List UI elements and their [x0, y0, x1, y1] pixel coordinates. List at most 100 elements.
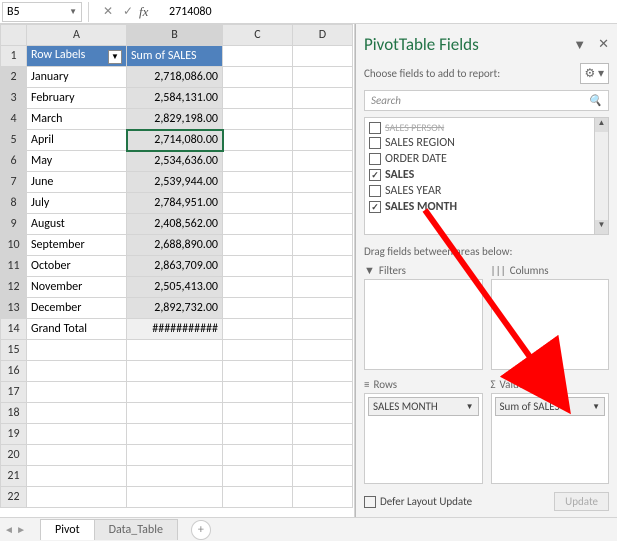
field-checkbox[interactable] [369, 169, 381, 181]
cell[interactable] [223, 151, 293, 172]
row-header[interactable]: 10 [1, 235, 27, 256]
cell[interactable] [27, 424, 127, 445]
field-checkbox[interactable] [369, 153, 381, 165]
cell[interactable] [293, 109, 353, 130]
field-search-input[interactable]: Search 🔍 [364, 90, 609, 111]
cell[interactable] [293, 403, 353, 424]
cell[interactable] [223, 130, 293, 151]
cell[interactable]: June [27, 172, 127, 193]
cell[interactable] [293, 298, 353, 319]
row-header[interactable]: 4 [1, 109, 27, 130]
cell[interactable]: 2,863,709.00 [127, 256, 223, 277]
scroll-down-icon[interactable]: ▼ [595, 220, 608, 234]
formula-value[interactable]: 2714080 [161, 5, 212, 19]
field-item[interactable]: SALES MONTH [367, 199, 606, 215]
cell[interactable] [293, 466, 353, 487]
col-header-A[interactable]: A [27, 25, 127, 46]
col-header-D[interactable]: D [293, 25, 353, 46]
cell[interactable]: Grand Total [27, 319, 127, 340]
rows-drop-zone[interactable]: SALES MONTH▼ [364, 393, 483, 484]
cell[interactable] [27, 403, 127, 424]
cell[interactable] [223, 277, 293, 298]
cell[interactable]: 2,539,944.00 [127, 172, 223, 193]
row-header[interactable]: 18 [1, 403, 27, 424]
cell[interactable] [127, 403, 223, 424]
area-field-item[interactable]: Sum of SALES▼ [495, 397, 606, 416]
row-header[interactable]: 11 [1, 256, 27, 277]
field-checkbox[interactable] [369, 201, 381, 213]
cell[interactable]: December [27, 298, 127, 319]
cell[interactable] [223, 88, 293, 109]
cell[interactable] [293, 319, 353, 340]
row-labels-dropdown-icon[interactable]: ▼ [108, 50, 122, 64]
cell[interactable] [293, 424, 353, 445]
field-item[interactable]: SALES PERSON [367, 120, 606, 135]
tab-nav-arrows[interactable]: ◄ ► [4, 523, 26, 536]
cell[interactable] [223, 214, 293, 235]
cell[interactable] [293, 361, 353, 382]
cell[interactable]: 2,688,890.00 [127, 235, 223, 256]
field-item[interactable]: SALES REGION [367, 135, 606, 151]
cell[interactable] [127, 340, 223, 361]
cell[interactable] [223, 172, 293, 193]
cell[interactable] [223, 382, 293, 403]
field-item[interactable]: ORDER DATE [367, 151, 606, 167]
cell[interactable]: 2,718,086.00 [127, 67, 223, 88]
cell[interactable]: January [27, 67, 127, 88]
cell[interactable] [223, 487, 293, 508]
cell[interactable] [223, 319, 293, 340]
cell[interactable]: ########### [127, 319, 223, 340]
cell[interactable]: February [27, 88, 127, 109]
cell[interactable]: October [27, 256, 127, 277]
cancel-formula-icon[interactable]: ✕ [99, 4, 117, 19]
row-header[interactable]: 15 [1, 340, 27, 361]
field-checkbox[interactable] [369, 122, 381, 134]
cell[interactable] [223, 46, 293, 67]
cell[interactable] [223, 445, 293, 466]
row-header[interactable]: 7 [1, 172, 27, 193]
cell[interactable] [293, 193, 353, 214]
cell[interactable]: August [27, 214, 127, 235]
cell[interactable]: 2,584,131.00 [127, 88, 223, 109]
cell[interactable]: September [27, 235, 127, 256]
field-item[interactable]: SALES YEAR [367, 183, 606, 199]
row-header[interactable]: 2 [1, 67, 27, 88]
pivot-values-header[interactable]: Sum of SALES [127, 46, 223, 67]
defer-checkbox[interactable] [364, 496, 376, 508]
row-header[interactable]: 14 [1, 319, 27, 340]
row-header[interactable]: 21 [1, 466, 27, 487]
cell[interactable] [127, 487, 223, 508]
cell[interactable] [27, 445, 127, 466]
values-drop-zone[interactable]: Sum of SALES▼ [491, 393, 610, 484]
cell[interactable] [293, 214, 353, 235]
cell[interactable] [293, 235, 353, 256]
cell[interactable] [293, 382, 353, 403]
cell[interactable] [293, 67, 353, 88]
cell[interactable] [293, 88, 353, 109]
cell[interactable] [223, 298, 293, 319]
cell[interactable] [223, 235, 293, 256]
row-header[interactable]: 16 [1, 361, 27, 382]
cell[interactable] [27, 340, 127, 361]
cell[interactable]: July [27, 193, 127, 214]
fx-icon[interactable]: fx [139, 4, 159, 20]
scroll-up-icon[interactable]: ▲ [595, 118, 608, 132]
cell[interactable] [223, 466, 293, 487]
cell[interactable]: November [27, 277, 127, 298]
col-header-C[interactable]: C [223, 25, 293, 46]
filters-drop-zone[interactable] [364, 279, 483, 370]
cell[interactable] [127, 445, 223, 466]
row-header[interactable]: 3 [1, 88, 27, 109]
col-header-B[interactable]: B [127, 25, 223, 46]
row-header[interactable]: 12 [1, 277, 27, 298]
field-checkbox[interactable] [369, 185, 381, 197]
row-header[interactable]: 17 [1, 382, 27, 403]
tab-data-table[interactable]: Data_Table [94, 519, 178, 540]
cell[interactable] [223, 361, 293, 382]
cell[interactable] [27, 361, 127, 382]
cell[interactable]: April [27, 130, 127, 151]
cell[interactable] [223, 256, 293, 277]
columns-drop-zone[interactable] [491, 279, 610, 370]
cell[interactable] [223, 424, 293, 445]
row-header[interactable]: 9 [1, 214, 27, 235]
